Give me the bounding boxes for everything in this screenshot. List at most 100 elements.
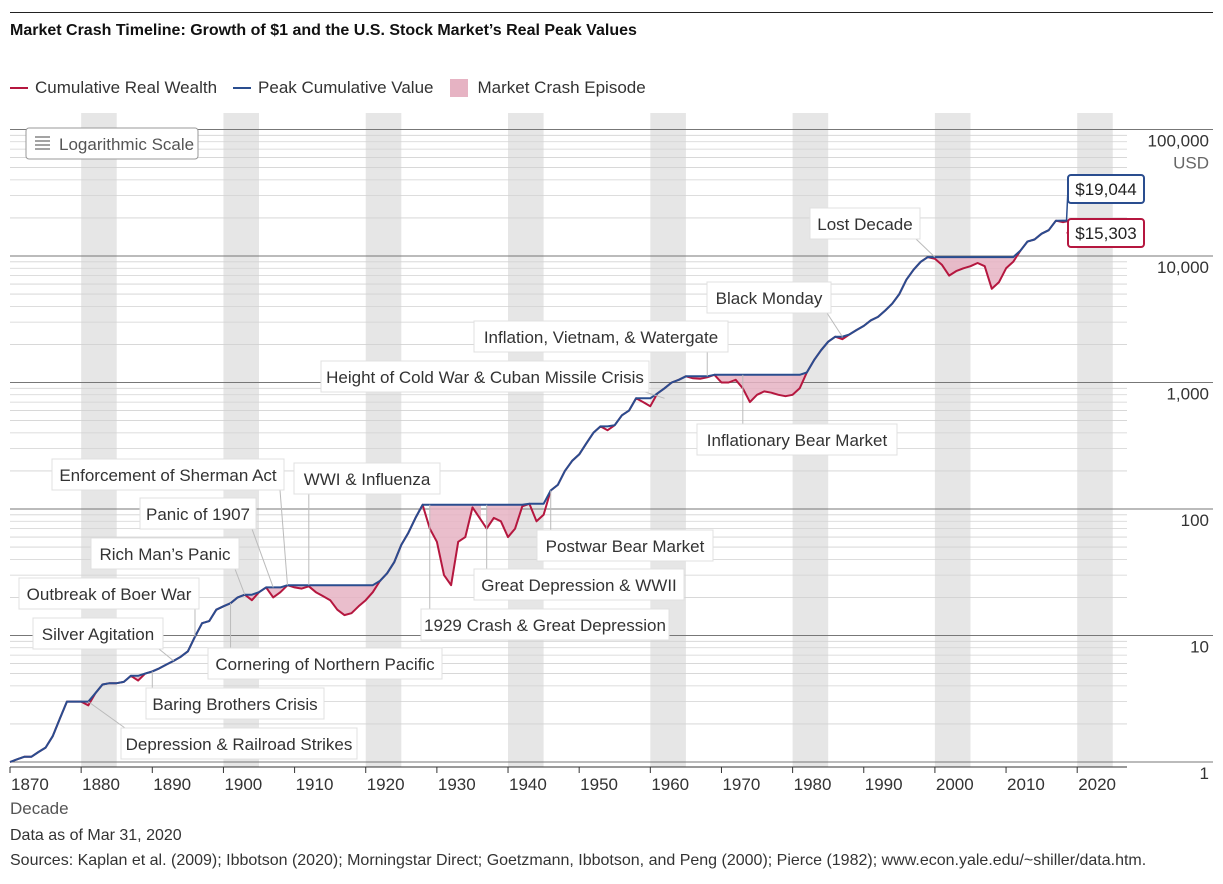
annotation-box: [90, 537, 240, 570]
annotation-leader: [279, 489, 288, 586]
annotation-box: [145, 687, 325, 720]
footer-sources: Sources: Kaplan et al. (2009); Ibbotson …: [10, 852, 1147, 869]
annotation-label: WWI & Influenza: [304, 470, 431, 489]
x-tick-label: 1890: [153, 775, 191, 794]
x-axis-title: Decade: [10, 799, 69, 818]
annotation-box: [420, 608, 670, 641]
log-scale-button[interactable]: Logarithmic Scale: [25, 127, 199, 160]
x-tick-label: 2000: [936, 775, 974, 794]
annotation-box: [293, 462, 441, 495]
legend-label-crash: Market Crash Episode: [477, 78, 646, 97]
x-tick-label: 1930: [438, 775, 476, 794]
annotation-label: Lost Decade: [817, 215, 912, 234]
y-axis-unit: USD: [1173, 154, 1209, 173]
list-icon: [35, 136, 50, 150]
y-tick-label: 100,000: [1148, 132, 1209, 151]
annotation-label: 1929 Crash & Great Depression: [424, 616, 666, 635]
legend-swatch-crash: [449, 79, 468, 97]
annotation-label: Depression & Railroad Strikes: [126, 735, 353, 754]
legend-swatch-wealth: [10, 87, 28, 89]
axes: 1870 1880 1890 1900 1910 1920 1930 1940 1950 1960…: [9, 132, 1209, 818]
decade-band: [508, 113, 544, 767]
chart-legend: Cumulative Real Wealth Peak Cumulative V…: [10, 76, 662, 100]
end-label-wealth: $15,303: [1075, 224, 1136, 243]
end-label-peak: $19,044: [1075, 180, 1136, 199]
annotation-label: Height of Cold War & Cuban Missile Crisi…: [326, 368, 644, 387]
annotation-box: [696, 423, 898, 456]
annotation-label: Cornering of Northern Pacific: [215, 655, 435, 674]
x-tick-label: 1950: [580, 775, 618, 794]
annotation-box: [51, 458, 285, 491]
annotation-leader: [251, 528, 274, 588]
annotation-box: [473, 320, 729, 353]
x-tick-label: 1880: [82, 775, 120, 794]
decade-band: [650, 113, 686, 767]
annotation-box: [32, 617, 164, 650]
annotation-label: Rich Man’s Panic: [99, 545, 231, 564]
crash-episode-area: [291, 583, 377, 616]
legend-label-peak: Peak Cumulative Value: [258, 78, 434, 97]
annotation-box: [320, 360, 650, 393]
series-line-peak-cumulative-value: [9, 219, 1078, 763]
series-line-cumulative-real-wealth: [9, 219, 1079, 763]
annotation-box: [139, 497, 257, 530]
series-lines: [9, 219, 1079, 763]
x-tick-label: 2020: [1078, 775, 1116, 794]
x-tick-label: 1910: [296, 775, 334, 794]
x-tick-label: 1900: [224, 775, 262, 794]
annotation-label: Outbreak of Boer War: [27, 585, 192, 604]
decade-band: [934, 113, 971, 767]
annotation-label: Enforcement of Sherman Act: [59, 466, 277, 485]
annotation-label: Inflation, Vietnam, & Watergate: [484, 328, 718, 347]
annotation-box: [809, 207, 921, 240]
x-tick-label: 1940: [509, 775, 547, 794]
end-labels: $19,044 $15,303: [1065, 174, 1145, 248]
legend-item-peak: Peak Cumulative Value: [233, 78, 434, 98]
annotation-label: Postwar Bear Market: [546, 537, 705, 556]
annotation-box: [473, 568, 685, 601]
y-tick-label: 10: [1190, 638, 1209, 657]
annotation-leader: [234, 568, 246, 595]
decade-band: [1077, 113, 1113, 767]
crash-episode-area: [266, 586, 284, 598]
y-tick-label: 100: [1181, 511, 1209, 530]
annotation-box: [536, 529, 714, 562]
x-tick-label: 1960: [651, 775, 689, 794]
crash-episode-area: [486, 503, 528, 537]
legend-swatch-peak: [233, 87, 252, 89]
gridlines: [10, 129, 1213, 763]
chart-title: Market Crash Timeline: Growth of $1 and …: [10, 22, 637, 39]
x-tick-label: 2010: [1007, 775, 1045, 794]
y-tick-label: 1,000: [1166, 385, 1209, 404]
y-tick-label: 10,000: [1157, 258, 1209, 277]
end-label-wealth-box: [1067, 218, 1145, 248]
annotation-leader: [87, 701, 126, 729]
annotation-box: [706, 281, 832, 314]
annotations: Depression & Railroad Strikes Baring Brot…: [18, 207, 936, 760]
annotation-leader: [158, 648, 174, 662]
legend-item-wealth: Cumulative Real Wealth: [10, 78, 217, 98]
annotation-label: Black Monday: [716, 289, 823, 308]
x-tick-label: 1980: [794, 775, 832, 794]
x-tick-label: 1990: [865, 775, 903, 794]
annotation-label: Great Depression & WWII: [481, 576, 677, 595]
annotation-label: Baring Brothers Crisis: [152, 695, 317, 714]
annotation-box: [120, 727, 358, 760]
y-tick-label: 1: [1200, 764, 1209, 783]
x-tick-label: 1870: [11, 775, 49, 794]
annotation-leader: [644, 391, 665, 399]
legend-label-wealth: Cumulative Real Wealth: [35, 78, 218, 97]
annotation-leader: [826, 312, 843, 338]
annotation-leader: [915, 238, 936, 258]
log-scale-label: Logarithmic Scale: [59, 135, 194, 154]
annotation-box: [207, 647, 443, 680]
annotation-box: [18, 577, 200, 610]
legend-item-crash: Market Crash Episode: [449, 78, 646, 98]
footer-asof: Data as of Mar 31, 2020: [10, 827, 182, 844]
annotation-label: Panic of 1907: [146, 505, 250, 524]
x-tick-label: 1970: [722, 775, 760, 794]
annotation-label: Inflationary Bear Market: [707, 431, 888, 450]
annotation-label: Silver Agitation: [42, 625, 154, 644]
decade-band: [81, 113, 117, 767]
